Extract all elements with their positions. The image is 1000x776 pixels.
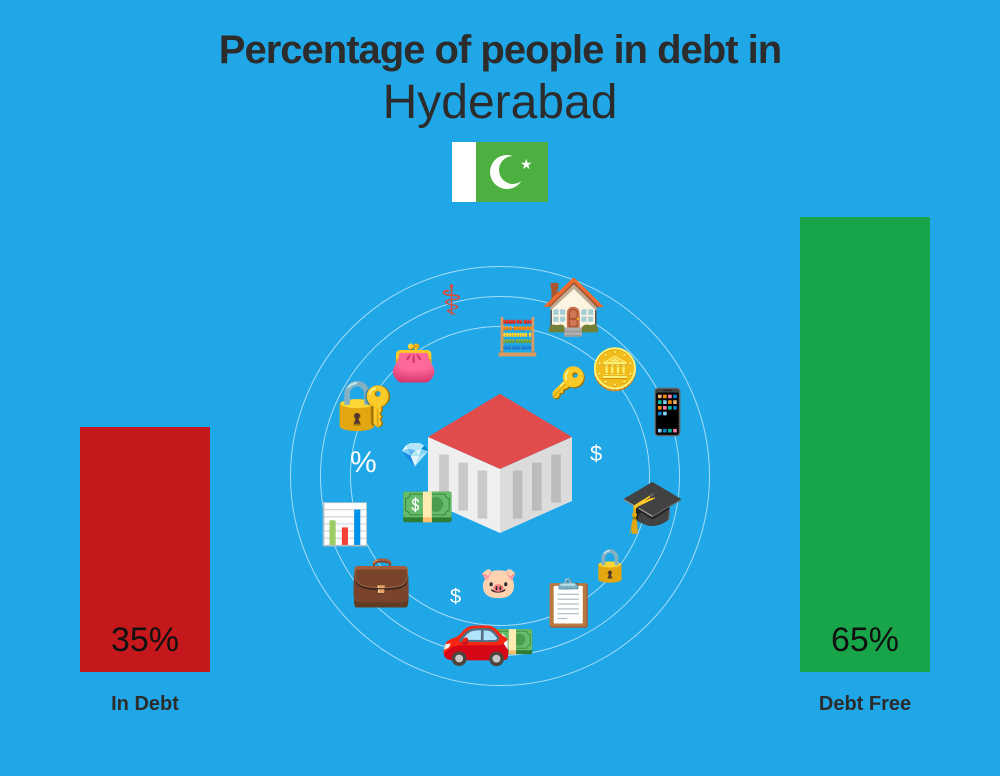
wallet-icon: 👛: [390, 341, 437, 385]
flag: ★: [452, 142, 548, 202]
bar-label-in_debt: In Debt: [90, 693, 200, 716]
safe-icon: 🔐: [335, 376, 395, 433]
dollar-icon: $: [590, 441, 602, 467]
piggy-bank-icon: 🐷: [480, 566, 517, 601]
calculator-icon: 🧮: [495, 316, 540, 358]
coins-icon: 🪙: [590, 346, 640, 393]
briefcase-icon: 💼: [350, 551, 412, 610]
cash-stack-icon: 💵: [400, 481, 455, 533]
car-icon: 🚗: [440, 601, 512, 669]
caduceus-icon: ⚕: [440, 276, 463, 325]
graduation-cap-icon: 🎓: [620, 476, 685, 537]
bar-value-debt_free: 65%: [800, 621, 930, 660]
bar-debt_free: 65%: [800, 217, 930, 672]
smartphone-icon: 📱: [640, 386, 695, 438]
house-icon: 🏠: [540, 276, 607, 339]
diamond-icon: 💎: [400, 441, 430, 470]
crescent-icon: [490, 155, 524, 189]
chart: 🏠⚕🧮🪙📱🔑🎓🔒📋💵🚗🐷💼📊💵%💎🔐👛$$ 35%65% In DebtDebt…: [0, 236, 1000, 716]
finance-illustration: 🏠⚕🧮🪙📱🔑🎓🔒📋💵🚗🐷💼📊💵%💎🔐👛$$: [290, 266, 710, 686]
dollar-icon-2: $: [450, 586, 461, 609]
clipboard-icon: 📋: [540, 576, 597, 631]
percent-icon: %: [350, 446, 377, 480]
bar-label-debt_free: Debt Free: [795, 693, 935, 716]
city-name: Hyderabad: [0, 75, 1000, 130]
flag-stripe-right: ★: [476, 142, 548, 202]
key-icon: 🔑: [550, 366, 587, 401]
page-title: Percentage of people in debt in: [0, 0, 1000, 73]
flag-stripe-left: [452, 142, 476, 202]
bar-in_debt: 35%: [80, 427, 210, 672]
bar-value-in_debt: 35%: [80, 621, 210, 660]
barchart-icon: 📊: [320, 501, 370, 548]
star-icon: ★: [520, 156, 533, 173]
